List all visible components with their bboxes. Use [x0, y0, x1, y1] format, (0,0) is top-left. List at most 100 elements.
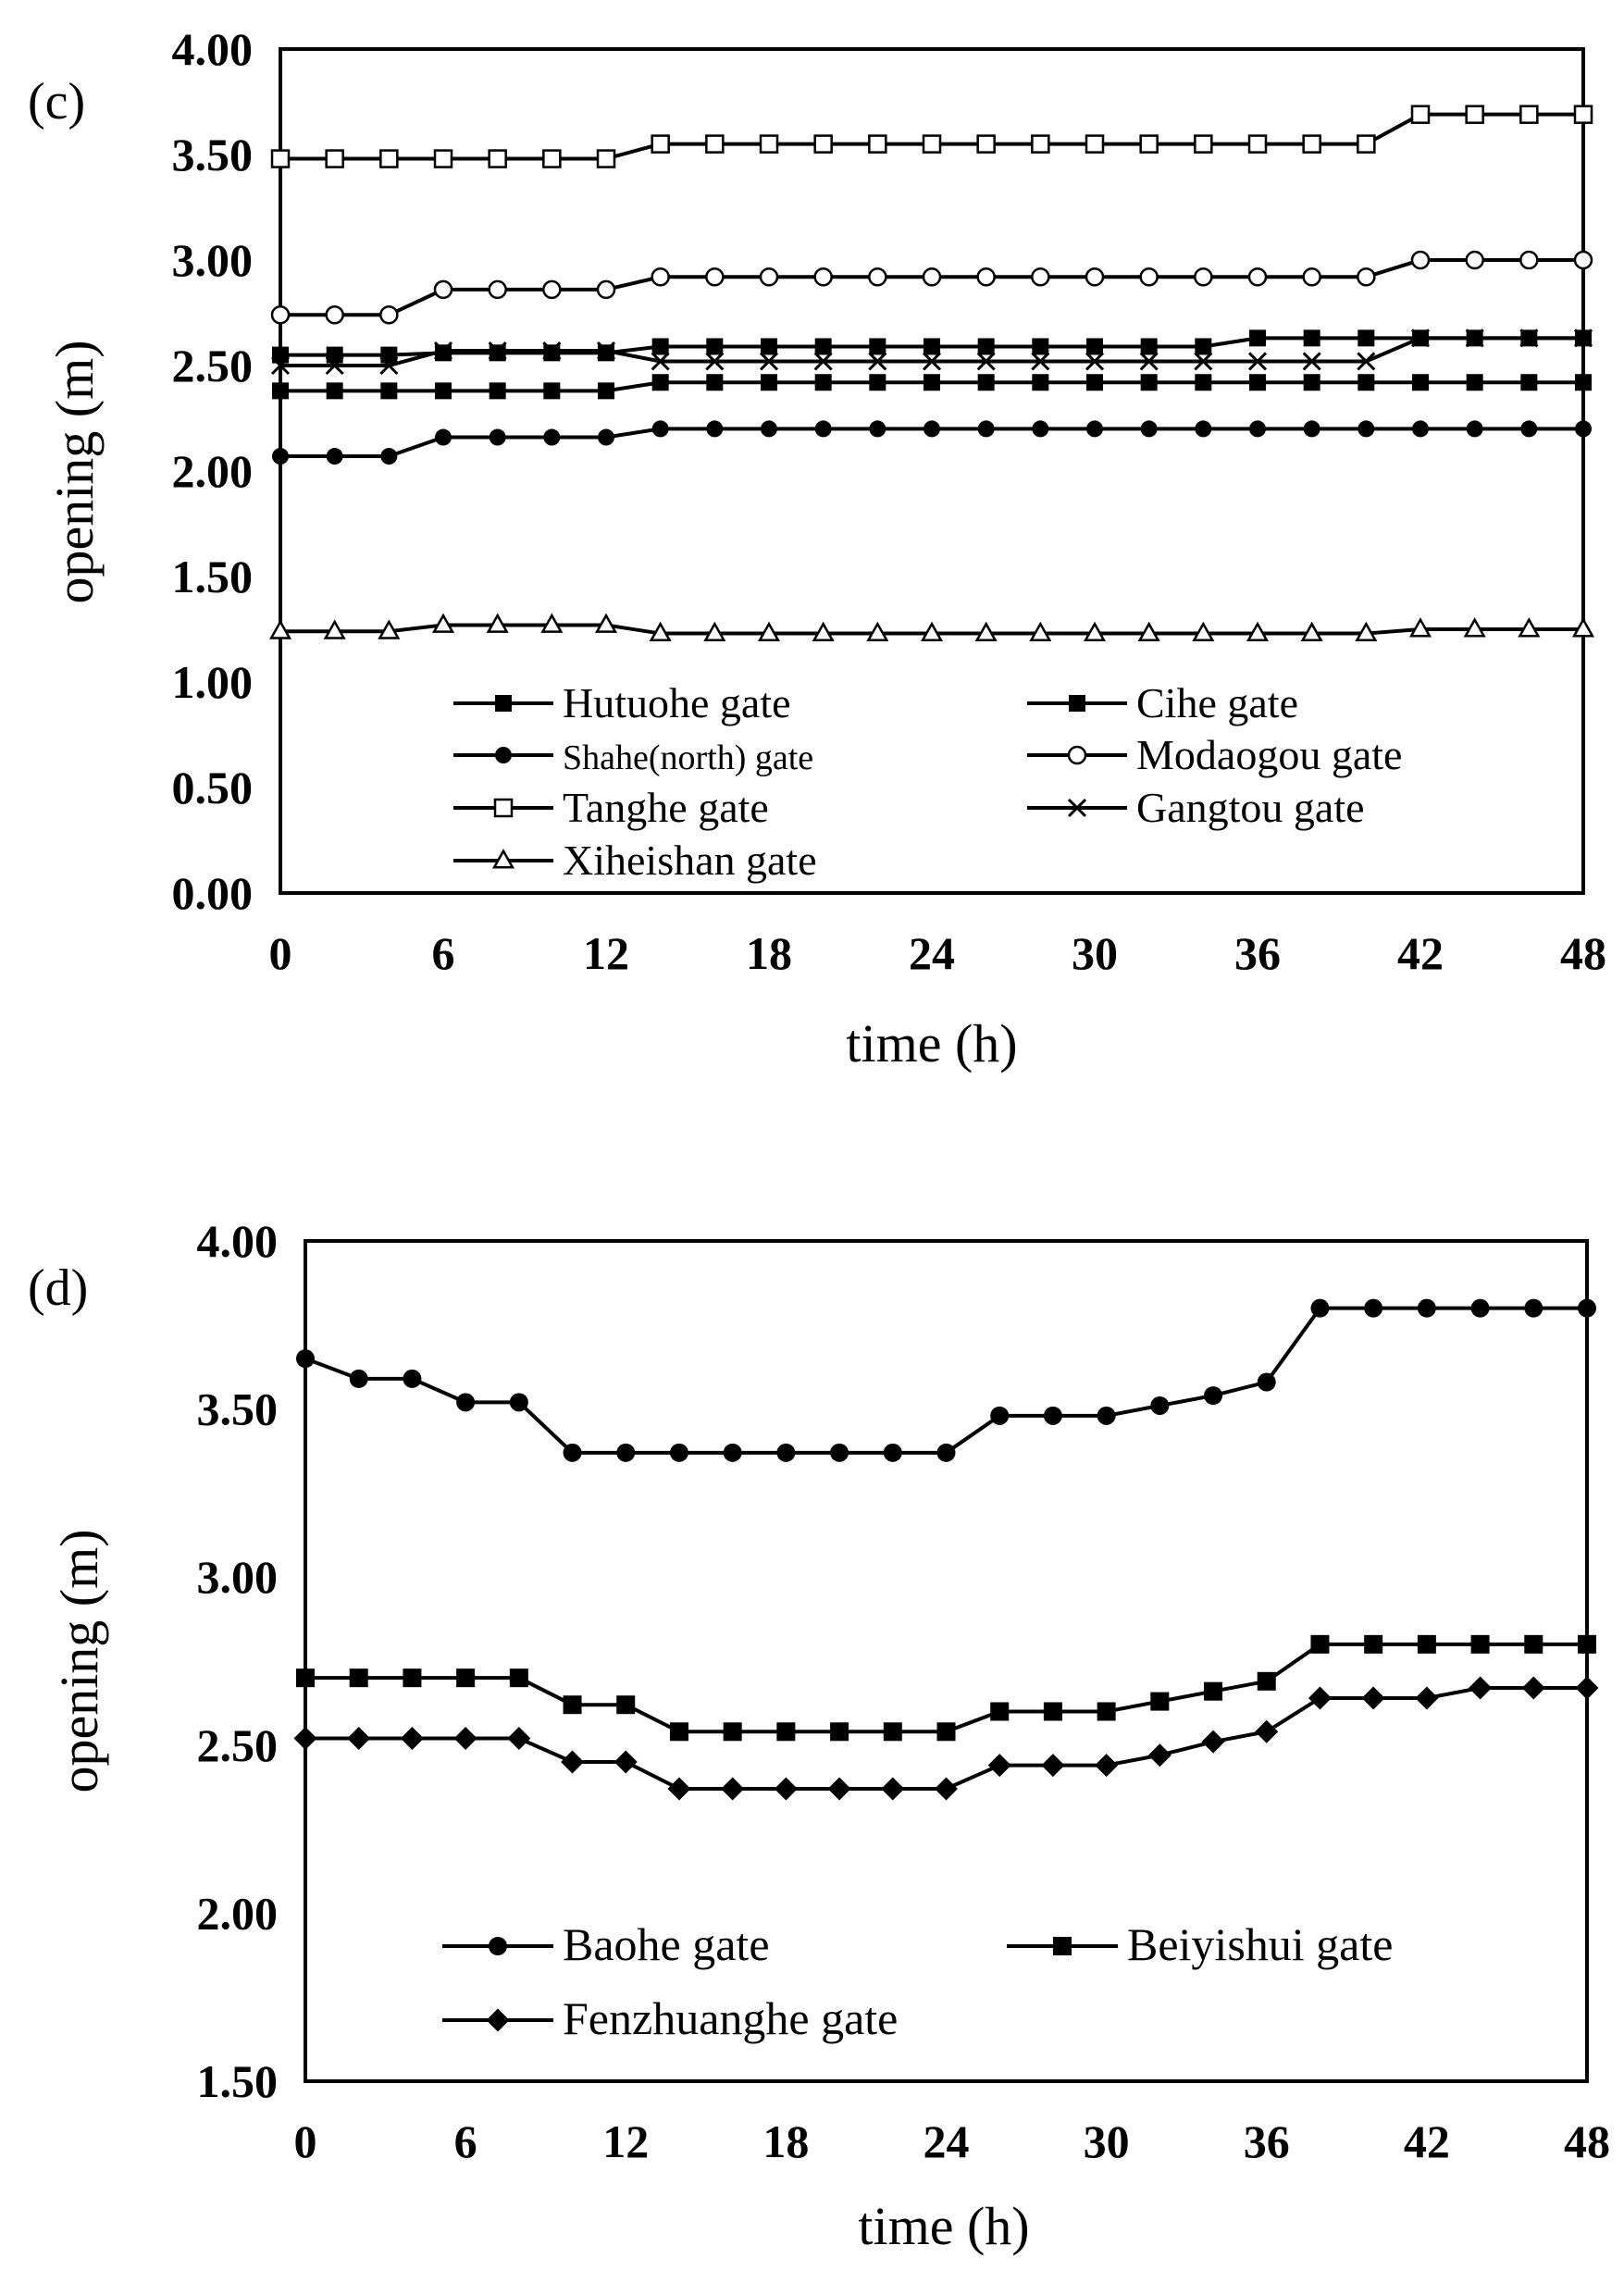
data-point — [435, 428, 452, 446]
data-point — [1032, 420, 1049, 438]
legend-item-xiheishan-gate: Xiheishan gate — [453, 837, 817, 884]
data-point — [435, 382, 452, 400]
x-tick-label: 42 — [1404, 2115, 1450, 2167]
legend-item-tanghe-gate: Tanghe gate — [453, 784, 769, 831]
legend-item-cihe-gate: Cihe gate — [1027, 679, 1298, 726]
data-point — [1247, 352, 1268, 371]
data-point — [669, 1722, 688, 1742]
data-point — [268, 619, 292, 639]
data-point — [651, 338, 669, 355]
x-tick-label: 12 — [583, 927, 629, 979]
data-point — [1194, 267, 1213, 287]
data-point — [830, 1443, 849, 1462]
x-tick-label: 30 — [1084, 2115, 1130, 2167]
series-line — [304, 1306, 1587, 1455]
data-point — [974, 621, 998, 642]
data-point — [1201, 1730, 1225, 1754]
data-point — [1194, 352, 1213, 371]
data-point — [596, 279, 616, 300]
data-point — [1417, 1634, 1436, 1654]
legend-label: Tanghe gate — [563, 784, 769, 831]
data-point — [977, 338, 995, 355]
series-xiheishan-gate — [268, 613, 1595, 642]
data-point — [325, 355, 344, 376]
data-point — [1518, 617, 1541, 638]
legend-marker — [495, 747, 512, 763]
x-tick-label: 6 — [432, 927, 455, 979]
data-point — [1195, 338, 1212, 355]
data-point — [651, 134, 670, 154]
data-point — [990, 1406, 1010, 1425]
data-point — [705, 267, 725, 287]
data-point — [759, 352, 779, 371]
data-point — [936, 1443, 956, 1462]
legend-label: Cihe gate — [1136, 679, 1298, 726]
data-point — [1415, 1686, 1439, 1710]
data-point — [881, 1777, 905, 1801]
data-point — [759, 267, 779, 287]
data-point — [1355, 621, 1378, 642]
data-point — [1150, 1395, 1170, 1415]
data-point — [761, 338, 777, 355]
x-tick-label: 48 — [1564, 2115, 1610, 2167]
data-point — [1519, 329, 1539, 348]
data-point — [1086, 420, 1103, 438]
series-group-c — [268, 105, 1595, 642]
y-tick-label: 0.00 — [172, 867, 254, 919]
data-point — [1310, 1298, 1330, 1318]
data-point — [1578, 1298, 1596, 1318]
data-point — [774, 1777, 798, 1801]
legend-label: Beiyishui gate — [1127, 1918, 1393, 1970]
data-point — [976, 267, 996, 287]
data-point — [721, 1777, 745, 1801]
data-point — [1194, 134, 1213, 154]
data-point — [403, 1369, 422, 1388]
data-point — [814, 374, 832, 391]
data-point — [594, 613, 618, 633]
data-point — [1247, 267, 1268, 287]
data-point — [596, 341, 616, 361]
data-point — [507, 1727, 531, 1751]
data-point — [1524, 1298, 1543, 1318]
data-point — [669, 1443, 688, 1462]
y-tick-label: 3.50 — [197, 1383, 279, 1435]
data-point — [1246, 621, 1270, 642]
y-axis-label-d: opening (m) — [49, 1529, 109, 1792]
series-line — [305, 1642, 1587, 1734]
data-point — [1364, 1298, 1383, 1318]
data-point — [1043, 1702, 1062, 1721]
data-point — [922, 134, 942, 154]
data-point — [1257, 1671, 1276, 1691]
data-point — [868, 352, 887, 371]
legend-marker — [1053, 1937, 1072, 1955]
legend-item-beiyishui-gate: Beiyishui gate — [1007, 1918, 1393, 1970]
data-point — [435, 344, 452, 362]
data-point — [761, 420, 777, 438]
data-point — [1083, 621, 1107, 642]
data-point — [1357, 420, 1375, 438]
data-point — [1140, 374, 1158, 391]
data-point — [990, 1702, 1010, 1721]
data-point — [1032, 338, 1049, 355]
data-point — [1140, 420, 1158, 438]
data-point — [869, 338, 886, 355]
data-point — [542, 149, 562, 168]
data-point — [488, 279, 507, 300]
data-point — [649, 621, 672, 642]
data-point — [1520, 374, 1538, 391]
data-point — [1412, 420, 1429, 438]
data-point — [616, 1443, 636, 1462]
legend-label: Shahe(north) gate — [563, 738, 813, 777]
data-point — [920, 621, 944, 642]
data-point — [563, 1695, 582, 1715]
data-point — [1204, 1681, 1223, 1701]
data-point — [1466, 374, 1483, 391]
data-point — [1357, 352, 1376, 371]
series-beiyishui-gate — [296, 1634, 1596, 1742]
x-tick-label: 24 — [924, 2115, 970, 2167]
y-axis-label-c: opening (m) — [44, 340, 105, 603]
data-point — [976, 134, 996, 154]
legend-marker — [1069, 695, 1085, 712]
data-point — [1470, 1298, 1490, 1318]
